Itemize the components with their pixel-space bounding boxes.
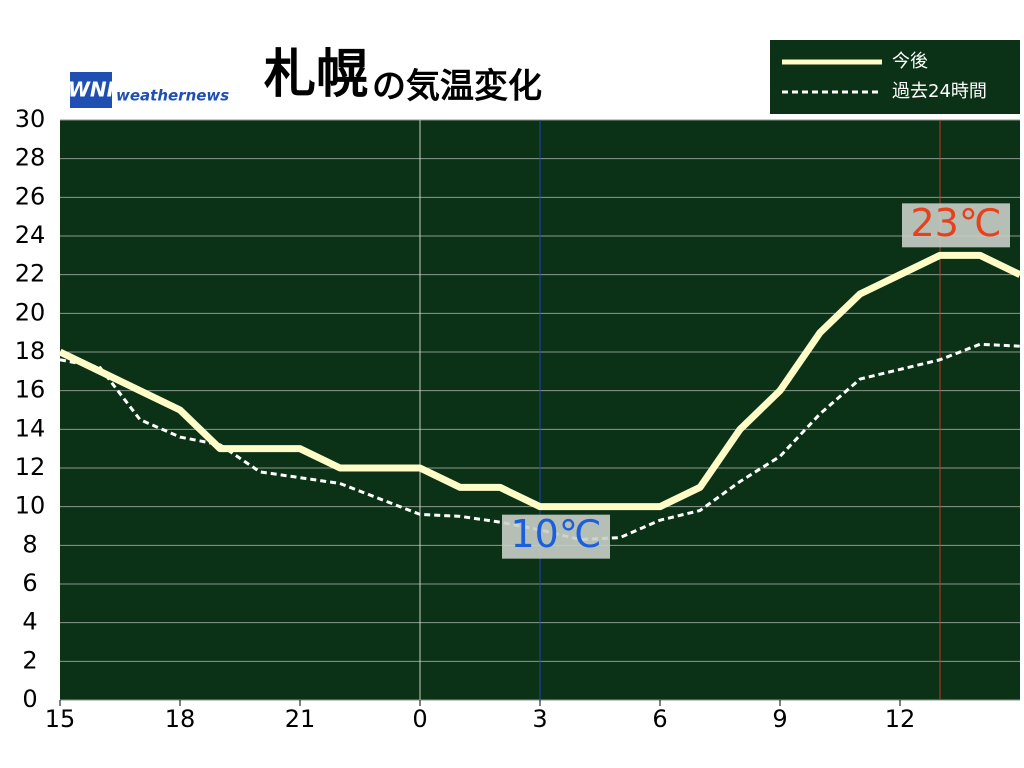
chart-subtitle: の気温変化 bbox=[372, 67, 542, 107]
x-tick-label: 3 bbox=[532, 705, 547, 733]
legend bbox=[770, 40, 1020, 114]
y-tick-label: 12 bbox=[15, 453, 46, 481]
logo-mark: WNI bbox=[68, 78, 115, 102]
y-tick-label: 8 bbox=[22, 530, 37, 558]
y-tick-label: 4 bbox=[22, 608, 37, 636]
y-tick-label: 10 bbox=[15, 492, 46, 520]
y-tick-label: 28 bbox=[15, 144, 46, 172]
logo-text: weathernews bbox=[116, 87, 229, 105]
y-tick-label: 26 bbox=[15, 182, 46, 210]
y-tick-label: 16 bbox=[15, 376, 46, 404]
x-tick-label: 0 bbox=[412, 705, 427, 733]
max-label-bg bbox=[902, 203, 1010, 248]
x-tick-label: 21 bbox=[285, 705, 316, 733]
y-tick-label: 30 bbox=[15, 105, 46, 133]
y-tick-label: 18 bbox=[15, 337, 46, 365]
series-line bbox=[58, 251, 1022, 511]
chart-title: 札幌 bbox=[264, 45, 368, 105]
y-tick-label: 20 bbox=[15, 298, 46, 326]
legend-label: 今後 bbox=[892, 51, 928, 72]
y-tick-label: 6 bbox=[22, 569, 37, 597]
x-tick-label: 9 bbox=[772, 705, 787, 733]
max-label: 23℃ bbox=[910, 201, 1001, 245]
y-tick-label: 14 bbox=[15, 414, 46, 442]
x-tick-label: 15 bbox=[45, 705, 76, 733]
min-label: 10℃ bbox=[510, 512, 601, 556]
x-tick-label: 6 bbox=[652, 705, 667, 733]
x-tick-label: 18 bbox=[165, 705, 196, 733]
min-label-bg bbox=[502, 514, 610, 559]
logo-mark-bg bbox=[70, 72, 112, 108]
y-tick-label: 24 bbox=[15, 221, 46, 249]
x-tick-label: 12 bbox=[885, 705, 916, 733]
legend-label: 過去24時間 bbox=[892, 81, 987, 102]
y-tick-label: 22 bbox=[15, 260, 46, 288]
y-tick-label: 2 bbox=[22, 646, 37, 674]
y-tick-label: 0 bbox=[22, 685, 37, 713]
